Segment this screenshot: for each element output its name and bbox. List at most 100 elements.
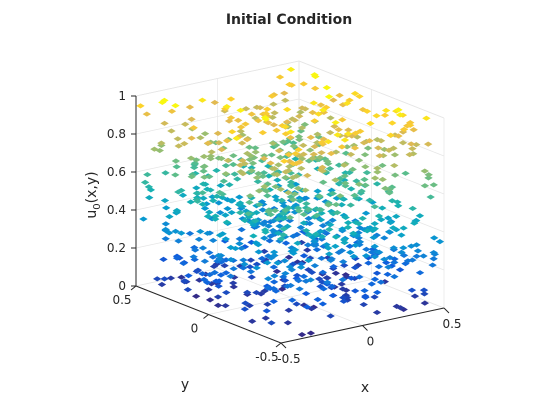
scatter-point bbox=[273, 177, 282, 183]
scatter-point bbox=[205, 297, 215, 303]
z-tick-label: 0 bbox=[118, 279, 126, 293]
scatter-point bbox=[324, 251, 334, 257]
scatter-point bbox=[378, 162, 387, 169]
scatter-point bbox=[268, 140, 278, 146]
scatter-point bbox=[180, 121, 190, 127]
scatter-point bbox=[257, 255, 267, 262]
scatter-point bbox=[171, 172, 180, 178]
scatter-point bbox=[343, 131, 353, 137]
scatter-point bbox=[337, 202, 346, 208]
scatter-point bbox=[238, 157, 247, 164]
scatter-point bbox=[345, 170, 354, 176]
scatter-point bbox=[331, 243, 340, 249]
scatter-point bbox=[166, 275, 176, 281]
scatter-point bbox=[355, 274, 364, 280]
z-axis-label-base: u bbox=[84, 210, 100, 219]
scatter-point bbox=[226, 257, 236, 263]
scatter-point bbox=[270, 166, 279, 172]
scatter-point bbox=[285, 81, 294, 88]
scatter-point bbox=[269, 264, 279, 270]
scatter-point bbox=[309, 100, 318, 106]
scatter-point bbox=[347, 275, 356, 281]
scatter-point bbox=[350, 192, 359, 198]
scatter-point bbox=[361, 210, 371, 216]
z-tick-label: 0.8 bbox=[107, 127, 126, 141]
scatter-point bbox=[224, 118, 234, 124]
scatter-point bbox=[247, 165, 256, 171]
scatter-point bbox=[287, 183, 296, 189]
scatter-point bbox=[187, 116, 196, 122]
scatter-point bbox=[339, 298, 348, 304]
scatter-point bbox=[172, 209, 182, 215]
scatter-point bbox=[259, 155, 269, 162]
scatter-point bbox=[294, 208, 304, 214]
scatter-point bbox=[266, 160, 275, 166]
scatter-point bbox=[316, 207, 326, 213]
scatter-point bbox=[362, 108, 372, 114]
scatter-point bbox=[372, 270, 382, 276]
scatter-point bbox=[326, 150, 336, 157]
scatter-point bbox=[350, 90, 360, 97]
scatter-point bbox=[346, 186, 356, 192]
scatter-point bbox=[229, 266, 238, 272]
scatter-point bbox=[306, 277, 315, 283]
scatter-point bbox=[325, 166, 335, 172]
scatter-point bbox=[373, 289, 382, 296]
scatter-point bbox=[362, 228, 372, 234]
scatter-point bbox=[263, 285, 273, 291]
gridline-z-wall bbox=[135, 212, 300, 249]
scatter-point bbox=[365, 138, 374, 144]
scatter-point bbox=[223, 206, 232, 212]
scatter-point bbox=[308, 155, 317, 162]
scatter-point bbox=[215, 210, 225, 216]
scatter-point bbox=[329, 97, 338, 103]
scatter-point bbox=[370, 221, 379, 227]
scatter-point bbox=[245, 144, 254, 150]
scatter-point bbox=[260, 235, 269, 241]
scatter-point bbox=[401, 170, 410, 176]
scatter-point bbox=[260, 183, 269, 190]
scatter-point bbox=[301, 195, 311, 201]
scatter-point bbox=[295, 198, 305, 204]
scatter-point bbox=[284, 190, 293, 196]
scatter-point bbox=[243, 289, 252, 295]
scatter-point bbox=[386, 132, 395, 138]
scatter-point bbox=[331, 270, 341, 276]
scatter-point bbox=[254, 171, 263, 177]
scatter-point bbox=[343, 220, 353, 226]
scatter-point bbox=[399, 225, 408, 231]
scatter-point bbox=[372, 309, 382, 316]
scatter-point bbox=[374, 145, 383, 151]
gridline-z-wall bbox=[298, 212, 445, 271]
scatter-point bbox=[180, 141, 189, 147]
scatter-point bbox=[289, 143, 298, 149]
scatter-point bbox=[299, 142, 308, 148]
scatter-point bbox=[341, 214, 350, 221]
y-tick-label: 0.5 bbox=[112, 293, 131, 307]
scatter-point bbox=[370, 294, 379, 300]
scatter-point bbox=[187, 135, 196, 141]
scatter-point bbox=[198, 271, 207, 277]
scatter-point bbox=[370, 276, 380, 282]
axes-frame bbox=[130, 95, 450, 349]
scatter-point bbox=[288, 175, 298, 181]
scatter-point bbox=[374, 213, 384, 219]
scatter-point bbox=[227, 209, 236, 216]
scatter-point bbox=[337, 281, 346, 287]
scatter-point bbox=[291, 150, 300, 157]
scatter-point bbox=[204, 287, 213, 293]
scatter-point bbox=[222, 289, 231, 296]
scatter-point bbox=[192, 190, 202, 196]
scatter-point bbox=[223, 157, 233, 164]
scatter-point bbox=[272, 197, 282, 203]
scatter-point bbox=[245, 199, 254, 205]
scatter-point bbox=[388, 120, 397, 126]
scatter-point bbox=[272, 268, 282, 274]
scatter-point bbox=[327, 283, 337, 289]
scatter-point bbox=[343, 294, 352, 301]
y-tick-label: -0.5 bbox=[255, 350, 278, 364]
scatter-point bbox=[164, 230, 174, 236]
scatter-point bbox=[387, 263, 396, 269]
scatter-point bbox=[346, 249, 355, 255]
scatter-point bbox=[324, 245, 333, 251]
